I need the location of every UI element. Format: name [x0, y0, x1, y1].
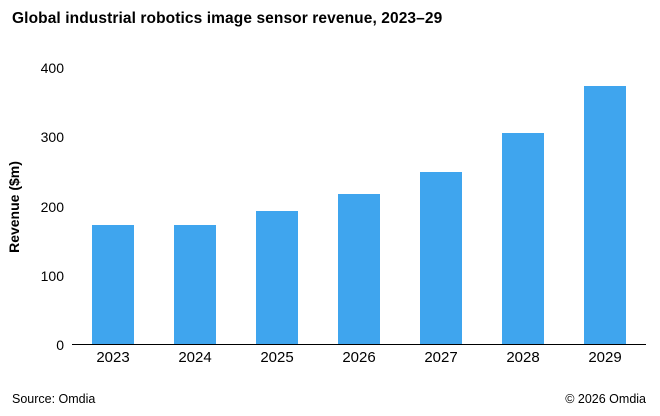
y-axis-title: Revenue ($m): [6, 161, 22, 253]
bar-2027: [420, 171, 462, 344]
chart-title: Global industrial robotics image sensor …: [12, 10, 442, 28]
bar-slot: [72, 68, 154, 344]
y-tick-label: 300: [40, 129, 64, 146]
chart-title-brand: Global: [12, 10, 61, 27]
y-tick-label: 400: [40, 60, 64, 76]
x-tick-label: 2027: [424, 349, 458, 366]
bar-2026: [338, 193, 380, 344]
bar-2029: [584, 85, 626, 344]
bar-2024: [174, 225, 216, 344]
x-tick-label: 2029: [588, 349, 622, 366]
bar-2028: [502, 132, 544, 344]
chart-title-rest: industrial robotics image sensor revenue…: [60, 10, 443, 27]
y-tick-label: 200: [40, 198, 64, 215]
y-tick-label: 100: [40, 267, 64, 284]
x-tick-label: 2023: [96, 349, 130, 366]
bar-slot: [482, 68, 564, 344]
y-axis-ticks: 0 100 200 300 400: [26, 61, 64, 352]
plot-area: [72, 68, 646, 345]
bar-slot: [318, 68, 400, 344]
bar-slot: [400, 68, 482, 344]
bar-slot: [236, 68, 318, 344]
x-tick-label: 2025: [260, 349, 294, 366]
y-tick-label: 0: [56, 337, 64, 353]
x-tick-label: 2028: [506, 349, 540, 366]
x-axis-ticks: 2023 2024 2025 2026 2027 2028 2029: [72, 349, 646, 366]
bar-slot: [154, 68, 236, 344]
bar-slot: [564, 68, 646, 344]
x-tick-label: 2024: [178, 349, 212, 366]
x-tick-label: 2026: [342, 349, 376, 366]
bar-2025: [256, 210, 298, 344]
source-label: Source: Omdia: [12, 392, 96, 406]
copyright-label: © 2026 Omdia: [565, 392, 646, 406]
bar-2023: [92, 224, 134, 344]
